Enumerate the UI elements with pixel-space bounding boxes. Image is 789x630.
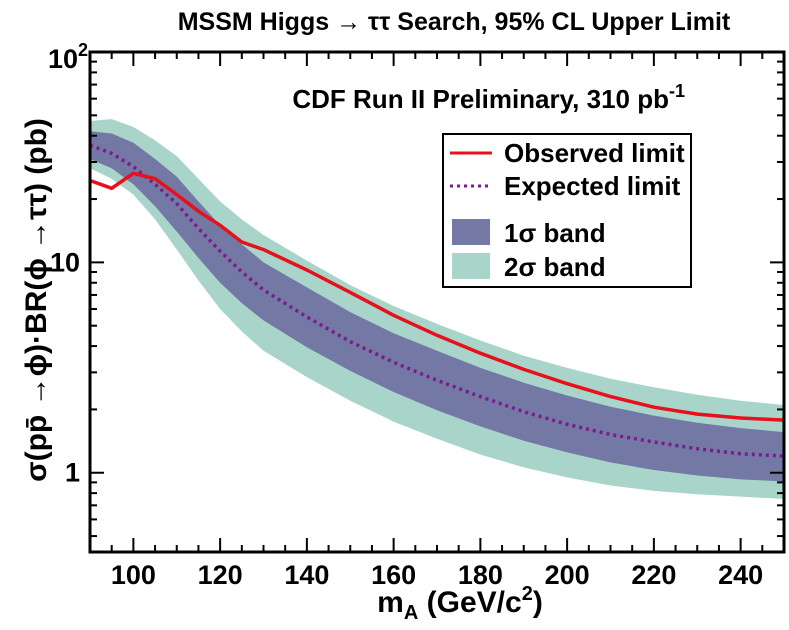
series-observed-limit — [89, 171, 785, 422]
x-label-subscript: A — [404, 602, 418, 624]
ticks-layer — [90, 51, 784, 552]
annotation-main: CDF Run II Preliminary, 310 pb — [292, 84, 669, 114]
x-label-superscript: 2 — [522, 583, 533, 605]
x-label-end: ) — [533, 586, 543, 619]
legend: Observed limit Expected limit 1σ band 2σ… — [442, 133, 692, 288]
legend-frame — [442, 133, 692, 288]
experiment-annotation: CDF Run II Preliminary, 310 pb-1 — [292, 81, 685, 114]
y-tick-label: 102 — [48, 40, 88, 74]
x-tick-label: 220 — [631, 560, 676, 590]
band-2sigma — [90, 119, 784, 499]
x-label-main: m — [377, 586, 404, 619]
y-tick-label: 10 — [50, 247, 80, 277]
annotation-superscript: -1 — [669, 81, 685, 101]
x-axis-label: mA (GeV/c2) — [377, 583, 543, 624]
x-tick-label: 240 — [718, 560, 763, 590]
y-axis-label: σ(pp̄ →ϕ)·BR(ϕ →ττ) (pb) — [20, 118, 53, 482]
legend-label-1sigma: 1σ band — [504, 218, 606, 248]
x-tick-label: 140 — [284, 560, 329, 590]
legend-label-observed: Observed limit — [504, 138, 685, 168]
x-tick-label: 160 — [371, 560, 416, 590]
x-tick-label: 100 — [111, 560, 156, 590]
x-tick-label: 200 — [545, 560, 590, 590]
tick-labels-layer: 100 120 140 160 180 200 220 240 1 10 102 — [48, 40, 763, 590]
bands-layer — [90, 119, 784, 499]
legend-symbol-1sigma — [452, 219, 490, 245]
legend-label-expected: Expected limit — [504, 171, 681, 201]
legend-label-2sigma: 2σ band — [504, 252, 606, 282]
x-label-rest: (GeV/c — [418, 586, 521, 619]
series-layer — [89, 143, 785, 458]
x-tick-label: 120 — [198, 560, 243, 590]
chart-title: MSSM Higgs → ττ Search, 95% CL Upper Lim… — [178, 8, 731, 36]
series-expected-limit — [89, 143, 785, 458]
y-tick-label: 1 — [65, 458, 80, 488]
band-1sigma — [90, 131, 784, 482]
legend-symbol-2sigma — [452, 253, 490, 279]
x-tick-label: 180 — [458, 560, 503, 590]
